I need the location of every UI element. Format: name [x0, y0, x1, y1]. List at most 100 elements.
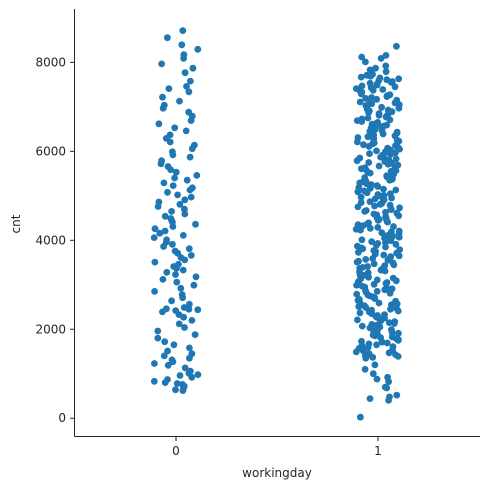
point-workingday-1-77	[379, 130, 387, 138]
point-workingday-0-86	[151, 288, 159, 295]
point-workingday-0-13	[159, 93, 166, 101]
point-workingday-0-107	[186, 344, 193, 352]
point-workingday-0-38	[183, 176, 191, 184]
point-workingday-1-338	[393, 391, 401, 399]
point-workingday-1-213	[380, 251, 388, 259]
point-workingday-0-48	[176, 200, 184, 208]
point-workingday-1-56	[375, 111, 383, 119]
point-workingday-1-238	[365, 273, 372, 281]
point-workingday-0-123	[150, 377, 158, 385]
point-workingday-0-0	[179, 27, 187, 34]
point-workingday-0-27	[188, 145, 196, 153]
y-tick-label: 4000	[35, 233, 66, 247]
point-workingday-0-9	[187, 77, 194, 85]
point-workingday-0-53	[161, 212, 169, 220]
point-workingday-1-136	[374, 183, 382, 190]
point-workingday-0-52	[181, 210, 189, 218]
point-workingday-1-335	[385, 378, 392, 386]
point-workingday-1-193	[395, 233, 403, 241]
point-workingday-1-22	[373, 81, 381, 89]
point-workingday-0-37	[171, 174, 179, 182]
point-workingday-1-267	[375, 299, 383, 307]
y-tick-label: 6000	[35, 144, 66, 158]
point-workingday-0-2	[178, 41, 186, 49]
point-workingday-0-20	[155, 120, 163, 128]
point-workingday-1-27	[379, 86, 387, 93]
point-workingday-1-156	[376, 200, 384, 208]
point-workingday-1-254	[373, 288, 381, 295]
point-workingday-0-98	[180, 313, 188, 321]
point-workingday-0-63	[150, 234, 158, 242]
point-workingday-1-188	[378, 229, 386, 237]
point-workingday-0-79	[163, 268, 171, 276]
point-workingday-1-204	[382, 243, 389, 251]
point-workingday-1-257	[353, 290, 361, 298]
point-workingday-0-129	[172, 386, 179, 394]
point-workingday-1-89	[360, 141, 367, 149]
point-workingday-1-160	[396, 204, 403, 212]
point-workingday-1-35	[383, 93, 391, 100]
y-tick-label: 8000	[35, 55, 66, 69]
y-tick-label: 2000	[35, 322, 66, 336]
point-workingday-0-108	[164, 347, 172, 355]
point-workingday-1-103	[377, 153, 384, 161]
point-workingday-1-32	[358, 90, 365, 98]
point-workingday-0-49	[154, 203, 162, 210]
point-workingday-0-14	[176, 97, 183, 105]
point-workingday-1-150	[371, 195, 379, 203]
point-workingday-0-35	[172, 168, 180, 176]
point-workingday-0-21	[171, 124, 179, 132]
point-workingday-1-61	[386, 116, 394, 124]
point-workingday-1-24	[391, 83, 399, 91]
point-workingday-1-38	[373, 95, 381, 103]
point-workingday-0-82	[159, 276, 167, 283]
point-workingday-0-67	[160, 243, 168, 250]
point-workingday-1-139	[380, 185, 387, 193]
point-workingday-0-119	[194, 371, 202, 378]
point-workingday-1-162	[387, 206, 395, 214]
point-workingday-1-47	[378, 103, 385, 111]
point-workingday-0-77	[173, 264, 180, 272]
point-workingday-1-111	[384, 160, 392, 168]
point-workingday-0-7	[189, 64, 197, 72]
point-workingday-1-278	[356, 309, 364, 317]
point-workingday-0-43	[164, 188, 171, 196]
point-workingday-1-8	[382, 68, 390, 76]
point-workingday-0-120	[176, 372, 184, 379]
point-workingday-1-329	[362, 354, 370, 362]
point-workingday-0-73	[181, 256, 189, 264]
point-workingday-1-276	[394, 307, 402, 315]
point-workingday-0-89	[168, 297, 176, 305]
point-workingday-0-42	[186, 186, 194, 194]
point-workingday-0-39	[160, 179, 168, 187]
point-workingday-0-16	[159, 104, 167, 112]
point-workingday-0-99	[188, 317, 196, 324]
point-workingday-1-196	[358, 236, 366, 244]
point-workingday-1-6	[372, 64, 379, 72]
point-workingday-0-40	[169, 182, 177, 190]
point-workingday-1-340	[366, 395, 374, 402]
point-workingday-1-148	[357, 193, 365, 201]
point-workingday-1-219	[384, 256, 392, 264]
point-workingday-1-96	[373, 147, 380, 155]
point-workingday-1-143	[363, 189, 371, 197]
point-workingday-1-91	[365, 143, 373, 150]
point-workingday-1-323	[385, 349, 393, 357]
point-workingday-1-337	[383, 384, 391, 392]
point-workingday-0-46	[181, 196, 189, 204]
x-axis-label: workingday	[242, 466, 312, 480]
point-workingday-1-252	[381, 286, 389, 294]
point-workingday-0-84	[190, 281, 198, 289]
point-workingday-1-182	[374, 224, 382, 231]
x-tick-label: 1	[374, 444, 382, 458]
point-workingday-1-197	[387, 237, 395, 245]
y-tick-label: 0	[58, 411, 66, 425]
point-workingday-0-34	[167, 166, 175, 174]
point-workingday-1-218	[362, 256, 370, 263]
point-workingday-1-332	[369, 370, 377, 378]
point-workingday-1-322	[352, 348, 360, 356]
point-workingday-0-19	[187, 117, 195, 124]
point-workingday-1-140	[392, 186, 400, 194]
